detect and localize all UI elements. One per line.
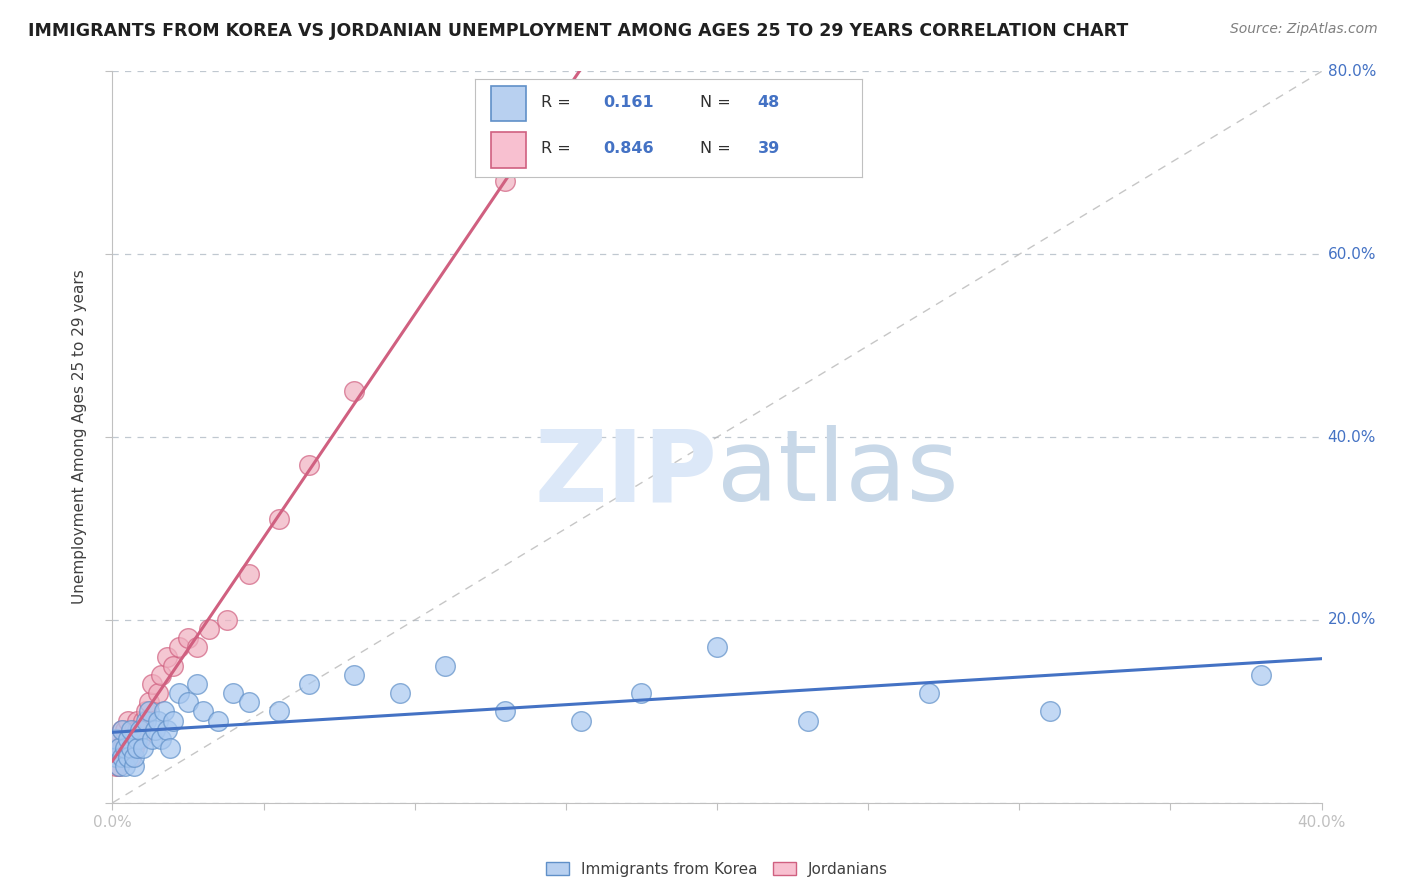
- Point: [156, 723, 179, 737]
- Point: [162, 658, 184, 673]
- Point: [198, 622, 221, 636]
- Point: [122, 750, 145, 764]
- Point: [120, 731, 142, 746]
- Text: atlas: atlas: [717, 425, 959, 522]
- Point: [149, 667, 172, 681]
- Text: 40.0%: 40.0%: [1327, 430, 1376, 444]
- Y-axis label: Unemployment Among Ages 25 to 29 years: Unemployment Among Ages 25 to 29 years: [72, 269, 87, 605]
- Point: [110, 740, 132, 755]
- Point: [107, 740, 129, 755]
- Point: [122, 740, 145, 755]
- Point: [117, 714, 139, 728]
- Point: [177, 695, 200, 709]
- Text: 60.0%: 60.0%: [1327, 247, 1376, 261]
- Point: [267, 705, 290, 719]
- Point: [120, 740, 142, 755]
- Point: [238, 567, 260, 582]
- Point: [143, 723, 166, 737]
- Point: [120, 723, 142, 737]
- Text: 80.0%: 80.0%: [1327, 64, 1376, 78]
- Point: [177, 632, 200, 646]
- Point: [159, 740, 181, 755]
- Point: [117, 731, 139, 746]
- Text: ZIP: ZIP: [534, 425, 717, 522]
- Point: [141, 677, 163, 691]
- Point: [495, 174, 517, 188]
- Point: [298, 458, 321, 472]
- Point: [110, 750, 132, 764]
- Point: [107, 759, 129, 773]
- Point: [138, 705, 160, 719]
- Point: [122, 759, 145, 773]
- Point: [796, 714, 818, 728]
- Point: [138, 695, 160, 709]
- Point: [120, 750, 142, 764]
- Point: [114, 740, 136, 755]
- Point: [343, 384, 366, 399]
- Point: [191, 705, 214, 719]
- Point: [569, 714, 592, 728]
- Point: [125, 731, 148, 746]
- Point: [107, 759, 129, 773]
- Text: Source: ZipAtlas.com: Source: ZipAtlas.com: [1230, 22, 1378, 37]
- Point: [186, 677, 208, 691]
- Text: IMMIGRANTS FROM KOREA VS JORDANIAN UNEMPLOYMENT AMONG AGES 25 TO 29 YEARS CORREL: IMMIGRANTS FROM KOREA VS JORDANIAN UNEMP…: [28, 22, 1129, 40]
- Point: [104, 750, 127, 764]
- Point: [117, 740, 139, 755]
- Point: [167, 640, 190, 655]
- Point: [114, 750, 136, 764]
- Point: [125, 740, 148, 755]
- Point: [110, 723, 132, 737]
- Point: [146, 714, 169, 728]
- Point: [135, 705, 157, 719]
- Point: [110, 750, 132, 764]
- Point: [1250, 667, 1272, 681]
- Point: [167, 686, 190, 700]
- Point: [186, 640, 208, 655]
- Point: [146, 686, 169, 700]
- Point: [117, 750, 139, 764]
- Point: [132, 714, 155, 728]
- Point: [1038, 705, 1062, 719]
- Point: [156, 649, 179, 664]
- Point: [125, 714, 148, 728]
- Point: [122, 723, 145, 737]
- Point: [135, 714, 157, 728]
- Point: [495, 705, 517, 719]
- Point: [706, 640, 728, 655]
- Point: [125, 723, 148, 737]
- Point: [630, 686, 652, 700]
- Point: [107, 740, 129, 755]
- Point: [149, 731, 172, 746]
- Point: [388, 686, 411, 700]
- Point: [104, 740, 127, 755]
- Point: [114, 723, 136, 737]
- Point: [238, 695, 260, 709]
- Point: [107, 731, 129, 746]
- Point: [110, 723, 132, 737]
- Text: 20.0%: 20.0%: [1327, 613, 1376, 627]
- Legend: Immigrants from Korea, Jordanians: Immigrants from Korea, Jordanians: [540, 855, 894, 883]
- Point: [343, 667, 366, 681]
- Point: [153, 705, 176, 719]
- Point: [128, 723, 150, 737]
- Point: [207, 714, 229, 728]
- Point: [104, 759, 127, 773]
- Point: [114, 731, 136, 746]
- Point: [433, 658, 456, 673]
- Point: [104, 731, 127, 746]
- Point: [298, 677, 321, 691]
- Point: [162, 714, 184, 728]
- Point: [132, 740, 155, 755]
- Point: [141, 731, 163, 746]
- Point: [267, 512, 290, 526]
- Point: [104, 750, 127, 764]
- Point: [128, 731, 150, 746]
- Point: [222, 686, 245, 700]
- Point: [217, 613, 239, 627]
- Point: [918, 686, 941, 700]
- Point: [114, 759, 136, 773]
